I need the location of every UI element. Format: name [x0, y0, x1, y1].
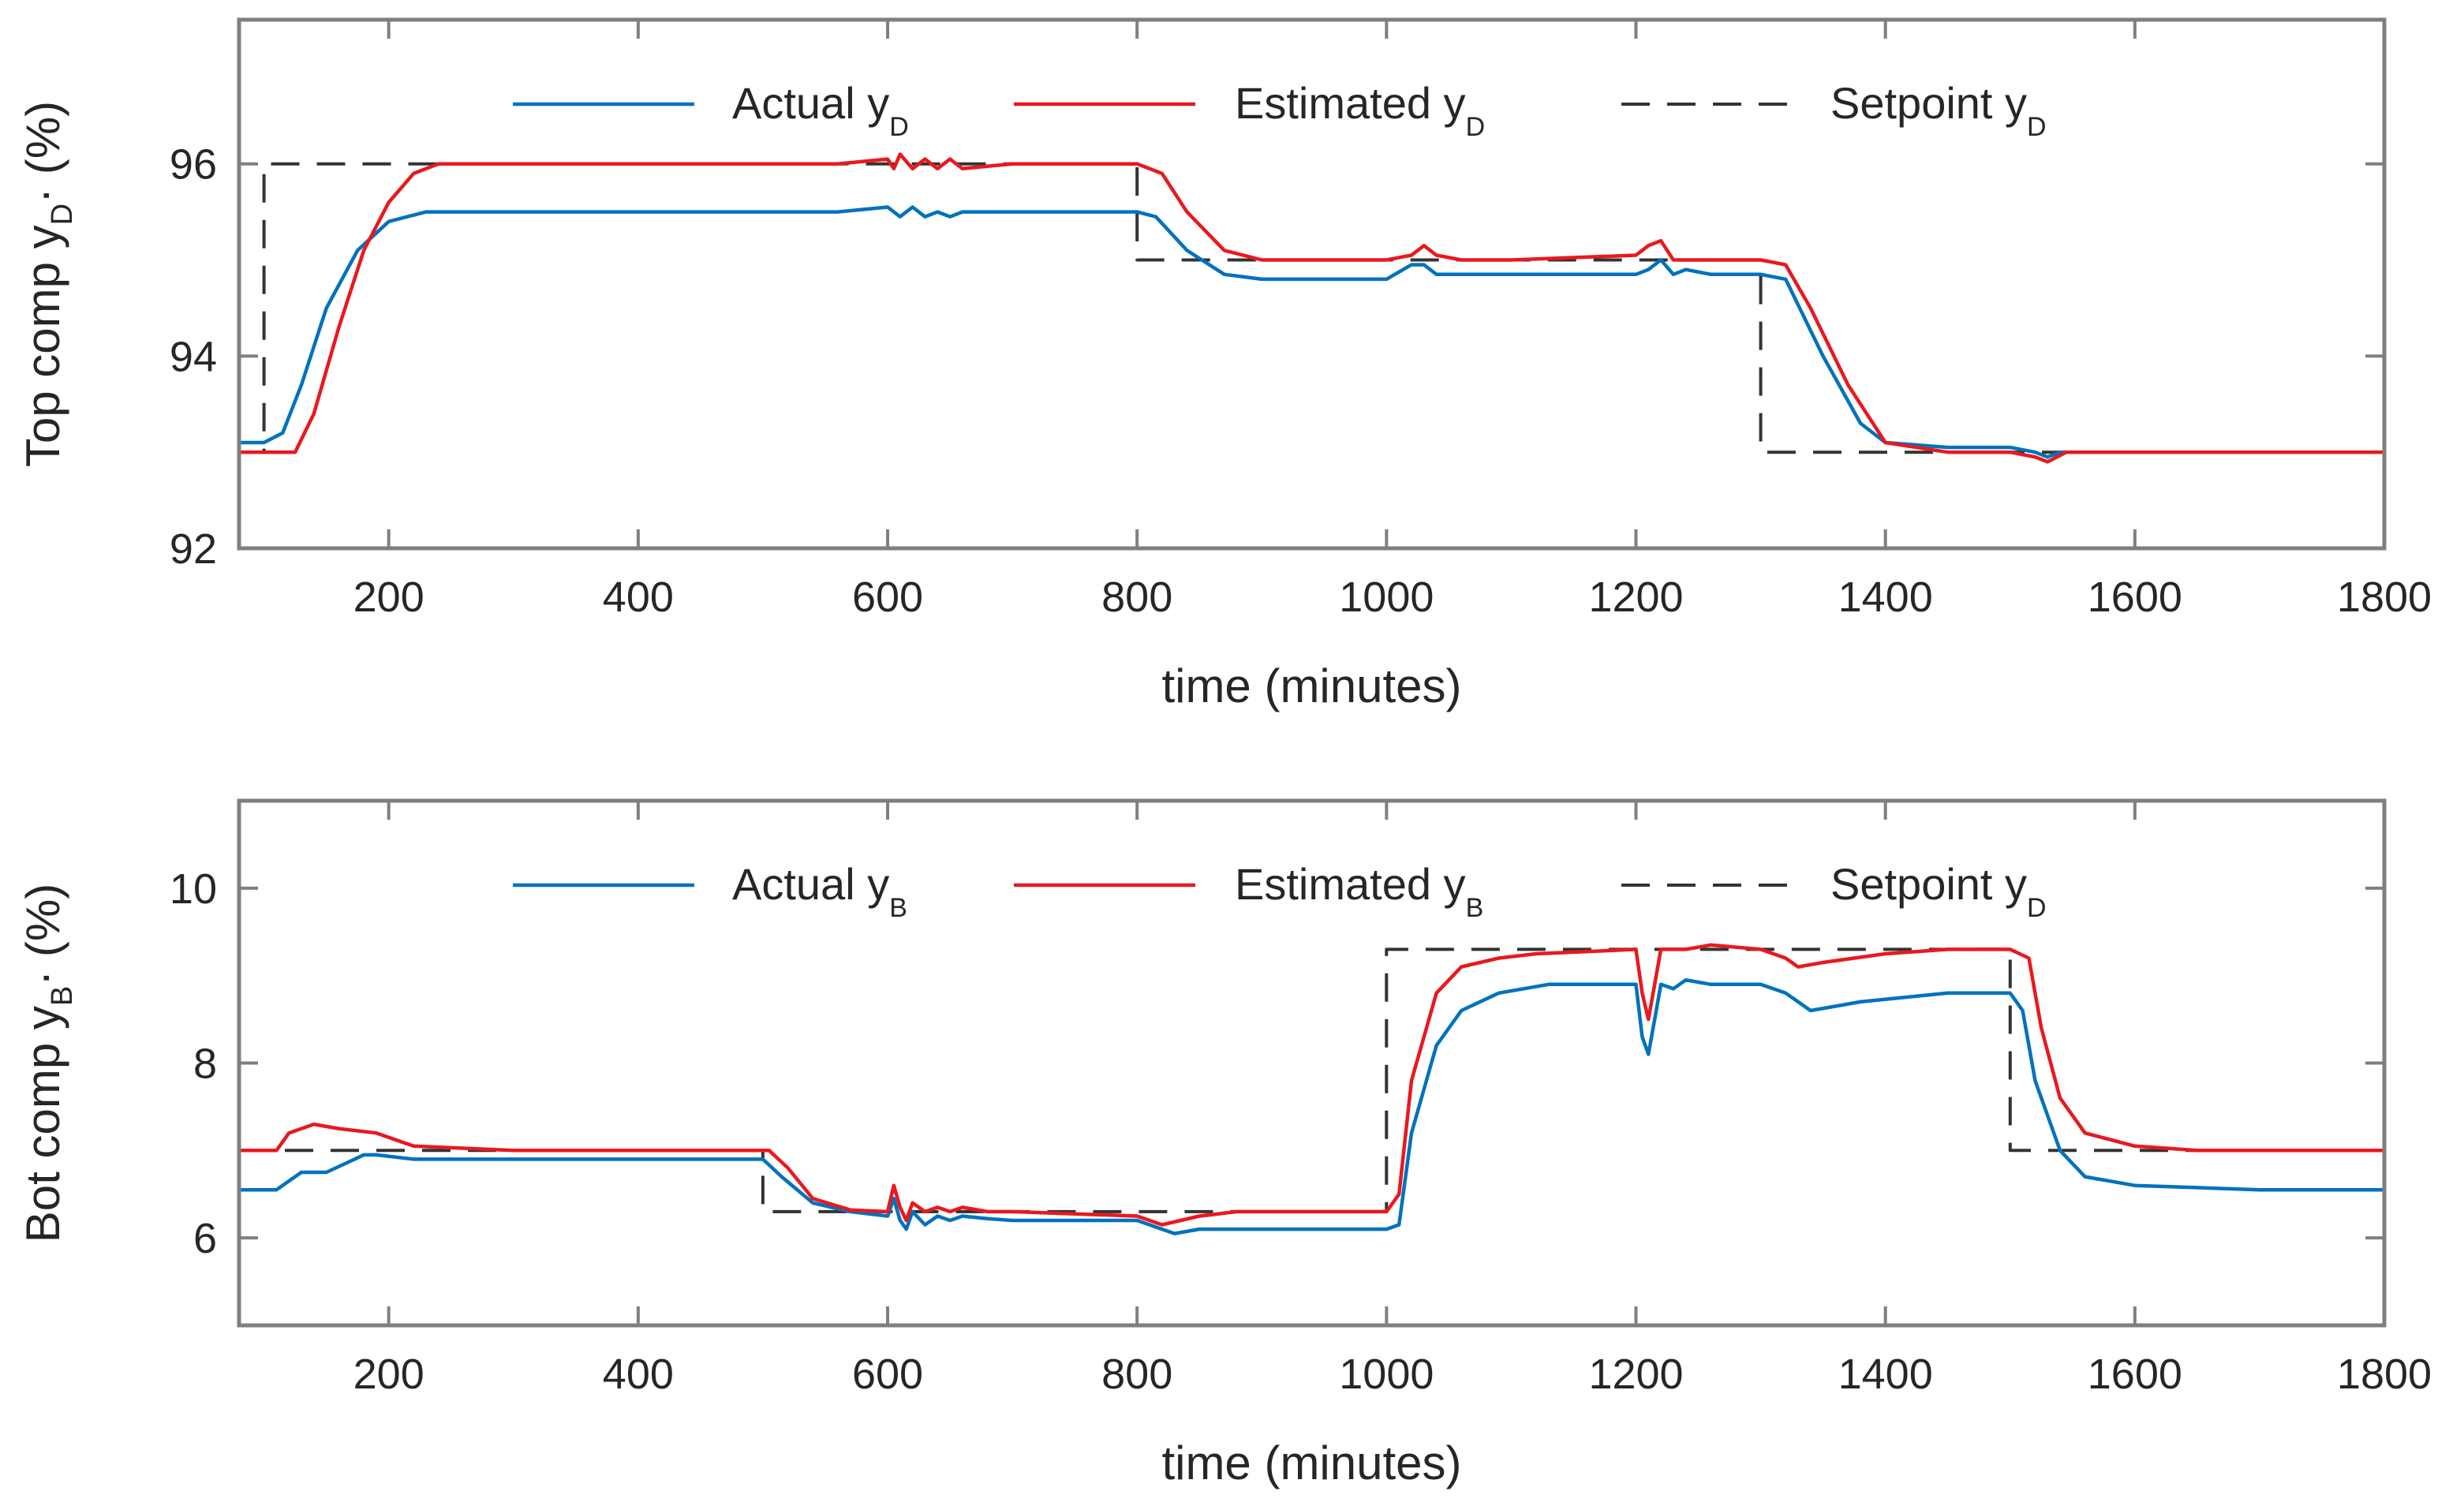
legend-label-subscript: B	[889, 893, 907, 923]
legend-label-estimated: Estimated yB	[1235, 859, 1483, 923]
legend-label-main: Estimated y	[1235, 78, 1466, 128]
y-tick-label: 94	[170, 333, 217, 380]
series-line-actual	[239, 977, 2384, 1235]
top-composition-chart: 200 400 600 800 1000 1200 1400 1600 1800 92 94 96 ti…	[17, 17, 2432, 712]
legend-label-main: Estimated y	[1235, 859, 1466, 909]
plot-area	[239, 152, 2384, 464]
legend-label-subscript: D	[889, 112, 909, 142]
x-tick-label: 600	[852, 1351, 923, 1398]
y-tick-label: 10	[170, 865, 217, 913]
x-tick-label: 1800	[2337, 574, 2432, 621]
y-axis-label-tail: · (%)	[17, 101, 69, 204]
x-tick-label: 400	[603, 574, 674, 621]
y-axis-label-tail: · (%)	[17, 884, 69, 986]
legend-label-actual: Actual yD	[732, 78, 909, 142]
y-axis-label: Bot comp yB· (%)	[17, 884, 79, 1243]
x-tick-label: 800	[1101, 574, 1172, 621]
axes-box	[237, 17, 2387, 551]
series-line-setpoint	[239, 162, 2384, 454]
legend-label-main: Setpoint y	[1830, 859, 2027, 909]
legend-label-subscript: D	[2027, 893, 2047, 923]
x-tick-label: 1400	[1838, 574, 1933, 621]
legend-label-subscript: D	[2027, 112, 2047, 142]
bottom-composition-chart: 200 400 600 800 1000 1200 1400 1600 1800 6 8 10 time…	[17, 798, 2432, 1489]
y-tick-label: 92	[170, 525, 217, 573]
legend-label-main: Setpoint y	[1830, 78, 2027, 128]
x-tick-label: 200	[353, 574, 424, 621]
x-tick-label: 600	[852, 574, 923, 621]
legend-label-subscript: B	[1466, 893, 1484, 923]
legend-label-estimated: Estimated yD	[1235, 78, 1485, 142]
y-tick-label: 6	[193, 1215, 217, 1262]
x-tick-label: 1000	[1339, 574, 1434, 621]
y-axis-label-main: Bot comp y	[17, 1006, 69, 1243]
x-tick-label: 1800	[2337, 1351, 2432, 1398]
x-axis-label: time (minutes)	[1161, 1437, 1461, 1489]
x-tick-label: 1400	[1838, 1351, 1933, 1398]
legend-label-setpoint: Setpoint yD	[1830, 78, 2047, 142]
y-axis-label-subscript: B	[46, 986, 79, 1006]
legend: Actual yB Estimated yB Setpoint yD	[513, 859, 2047, 923]
legend-label-main: Actual y	[732, 78, 889, 128]
series-line-setpoint	[239, 947, 2384, 1213]
y-tick-label: 8	[193, 1041, 217, 1088]
x-axis-label: time (minutes)	[1161, 660, 1461, 712]
x-tick-label: 1600	[2088, 574, 2182, 621]
plot-area	[239, 943, 2384, 1235]
y-axis-label: Top comp yD· (%)	[17, 101, 79, 467]
x-tick-label: 400	[603, 1351, 674, 1398]
series-line-estimated	[239, 152, 2384, 464]
y-axis-label-main: Top comp y	[17, 225, 69, 467]
series-line-estimated	[239, 943, 2384, 1227]
y-tick-label: 96	[170, 141, 217, 189]
legend-label-subscript: D	[1466, 112, 1486, 142]
legend-label-main: Actual y	[732, 859, 889, 909]
legend-label-actual: Actual yB	[732, 859, 907, 923]
x-tick-label: 1200	[1588, 1351, 1683, 1398]
legend-label-setpoint: Setpoint yD	[1830, 859, 2047, 923]
y-axis-label-subscript: D	[46, 204, 79, 225]
x-tick-label: 1200	[1588, 574, 1683, 621]
x-tick-label: 200	[353, 1351, 424, 1398]
x-tick-label: 1000	[1339, 1351, 1434, 1398]
x-tick-label: 1600	[2088, 1351, 2182, 1398]
x-tick-label: 800	[1101, 1351, 1172, 1398]
legend: Actual yD Estimated yD Setpoint yD	[513, 78, 2047, 142]
